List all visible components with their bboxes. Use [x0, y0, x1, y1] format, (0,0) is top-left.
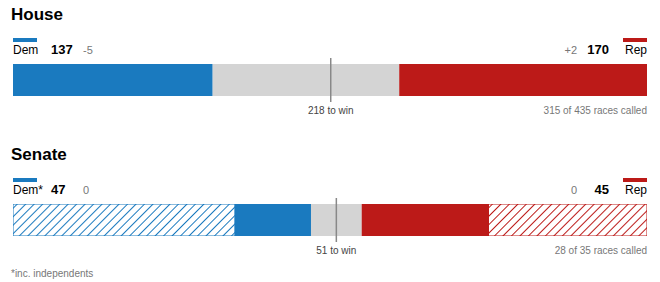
races-called: 28 of 35 races called	[555, 245, 647, 256]
bar-segment	[13, 64, 213, 96]
seat-count: 45	[595, 182, 609, 197]
seat-change: +2	[564, 44, 577, 56]
to-win-line	[336, 198, 338, 242]
bar-segment	[13, 204, 235, 236]
party-label: Rep	[625, 183, 647, 197]
footnote: *inc. independents	[11, 268, 93, 279]
seat-change: 0	[83, 184, 89, 196]
seat-count: 170	[587, 42, 609, 57]
bar-segment	[235, 204, 311, 236]
seat-change: 0	[571, 184, 577, 196]
races-called: 315 of 435 races called	[544, 105, 647, 116]
bar-group	[13, 204, 647, 236]
seat-count: 137	[51, 42, 73, 57]
bar-segment	[213, 64, 400, 96]
party-label: Dem*	[13, 183, 43, 197]
to-win-line	[330, 58, 332, 102]
bar-segment	[489, 204, 648, 236]
party-indicator	[13, 38, 37, 42]
to-win-label: 218 to win	[308, 105, 354, 116]
bar-segment	[362, 204, 489, 236]
party-indicator	[623, 178, 647, 182]
party-indicator	[623, 38, 647, 42]
seat-count: 47	[51, 182, 65, 197]
seat-change: -5	[83, 44, 93, 56]
to-win-label: 51 to win	[316, 245, 356, 256]
title: House	[11, 5, 63, 24]
party-label: Rep	[625, 43, 647, 57]
title: Senate	[11, 145, 67, 164]
party-indicator	[13, 178, 37, 182]
chart: House Dem 137 -5 Rep 170 +2 218 to win 315 of 43…	[0, 0, 660, 282]
bar-segment	[399, 64, 647, 96]
party-label: Dem	[13, 43, 38, 57]
